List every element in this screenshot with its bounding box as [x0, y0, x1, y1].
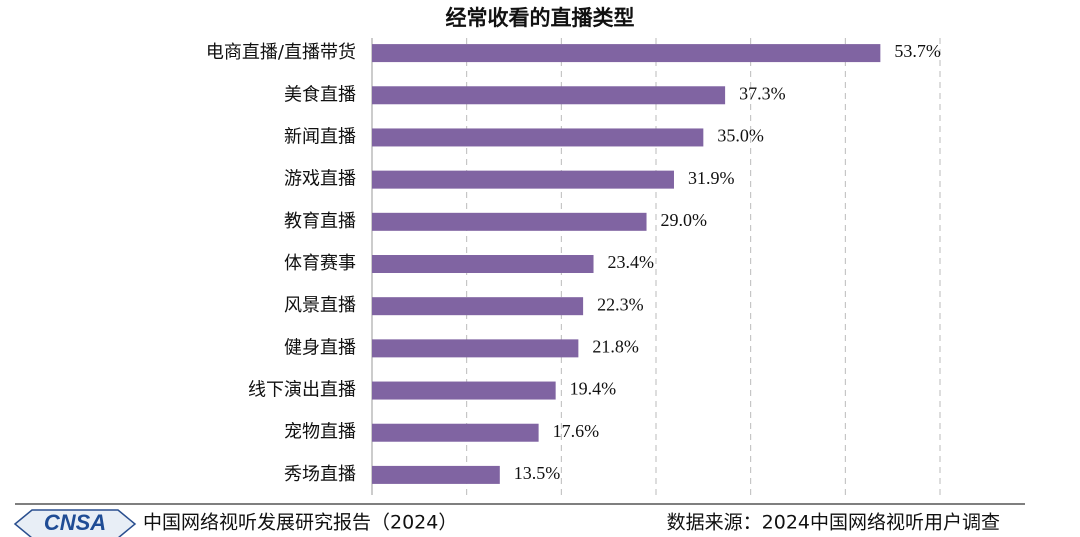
category-label: 风景直播	[284, 295, 356, 316]
bar	[372, 381, 556, 400]
category-label: 体育赛事	[284, 253, 356, 274]
category-label: 美食直播	[284, 84, 356, 105]
category-label: 宠物直播	[284, 422, 356, 443]
bar	[372, 465, 500, 484]
value-label: 29.0%	[661, 210, 708, 230]
value-label: 21.8%	[592, 336, 639, 356]
bar	[372, 212, 647, 231]
chart-title: 经常收看的直播类型	[446, 6, 635, 30]
logo-text: CNSA	[44, 510, 106, 535]
value-label: 31.9%	[688, 168, 735, 188]
report-name: 中国网络视听发展研究报告（2024）	[143, 512, 457, 534]
value-label: 17.6%	[553, 421, 600, 441]
bar	[372, 170, 674, 189]
category-label: 健身直播	[284, 337, 356, 358]
category-label: 秀场直播	[284, 464, 356, 485]
bar	[372, 86, 726, 105]
value-label: 35.0%	[717, 126, 764, 146]
category-label: 游戏直播	[284, 169, 356, 190]
bar	[372, 423, 539, 442]
bar	[372, 44, 881, 63]
bar	[372, 339, 579, 358]
value-label: 22.3%	[597, 294, 644, 314]
value-label: 19.4%	[570, 379, 617, 399]
bar	[372, 128, 704, 147]
bar	[372, 297, 584, 316]
category-label: 电商直播/直播带货	[206, 42, 356, 63]
category-label: 教育直播	[284, 211, 356, 232]
value-label: 37.3%	[739, 83, 786, 103]
value-label: 23.4%	[608, 252, 655, 272]
value-label: 13.5%	[514, 463, 561, 483]
bar	[372, 255, 594, 273]
source-note: 数据来源：2024中国网络视听用户调查	[667, 512, 1000, 534]
logo: CNSA	[13, 509, 137, 537]
value-label: 53.7%	[894, 41, 941, 61]
category-label: 新闻直播	[284, 126, 356, 147]
category-label: 线下演出直播	[248, 380, 356, 401]
